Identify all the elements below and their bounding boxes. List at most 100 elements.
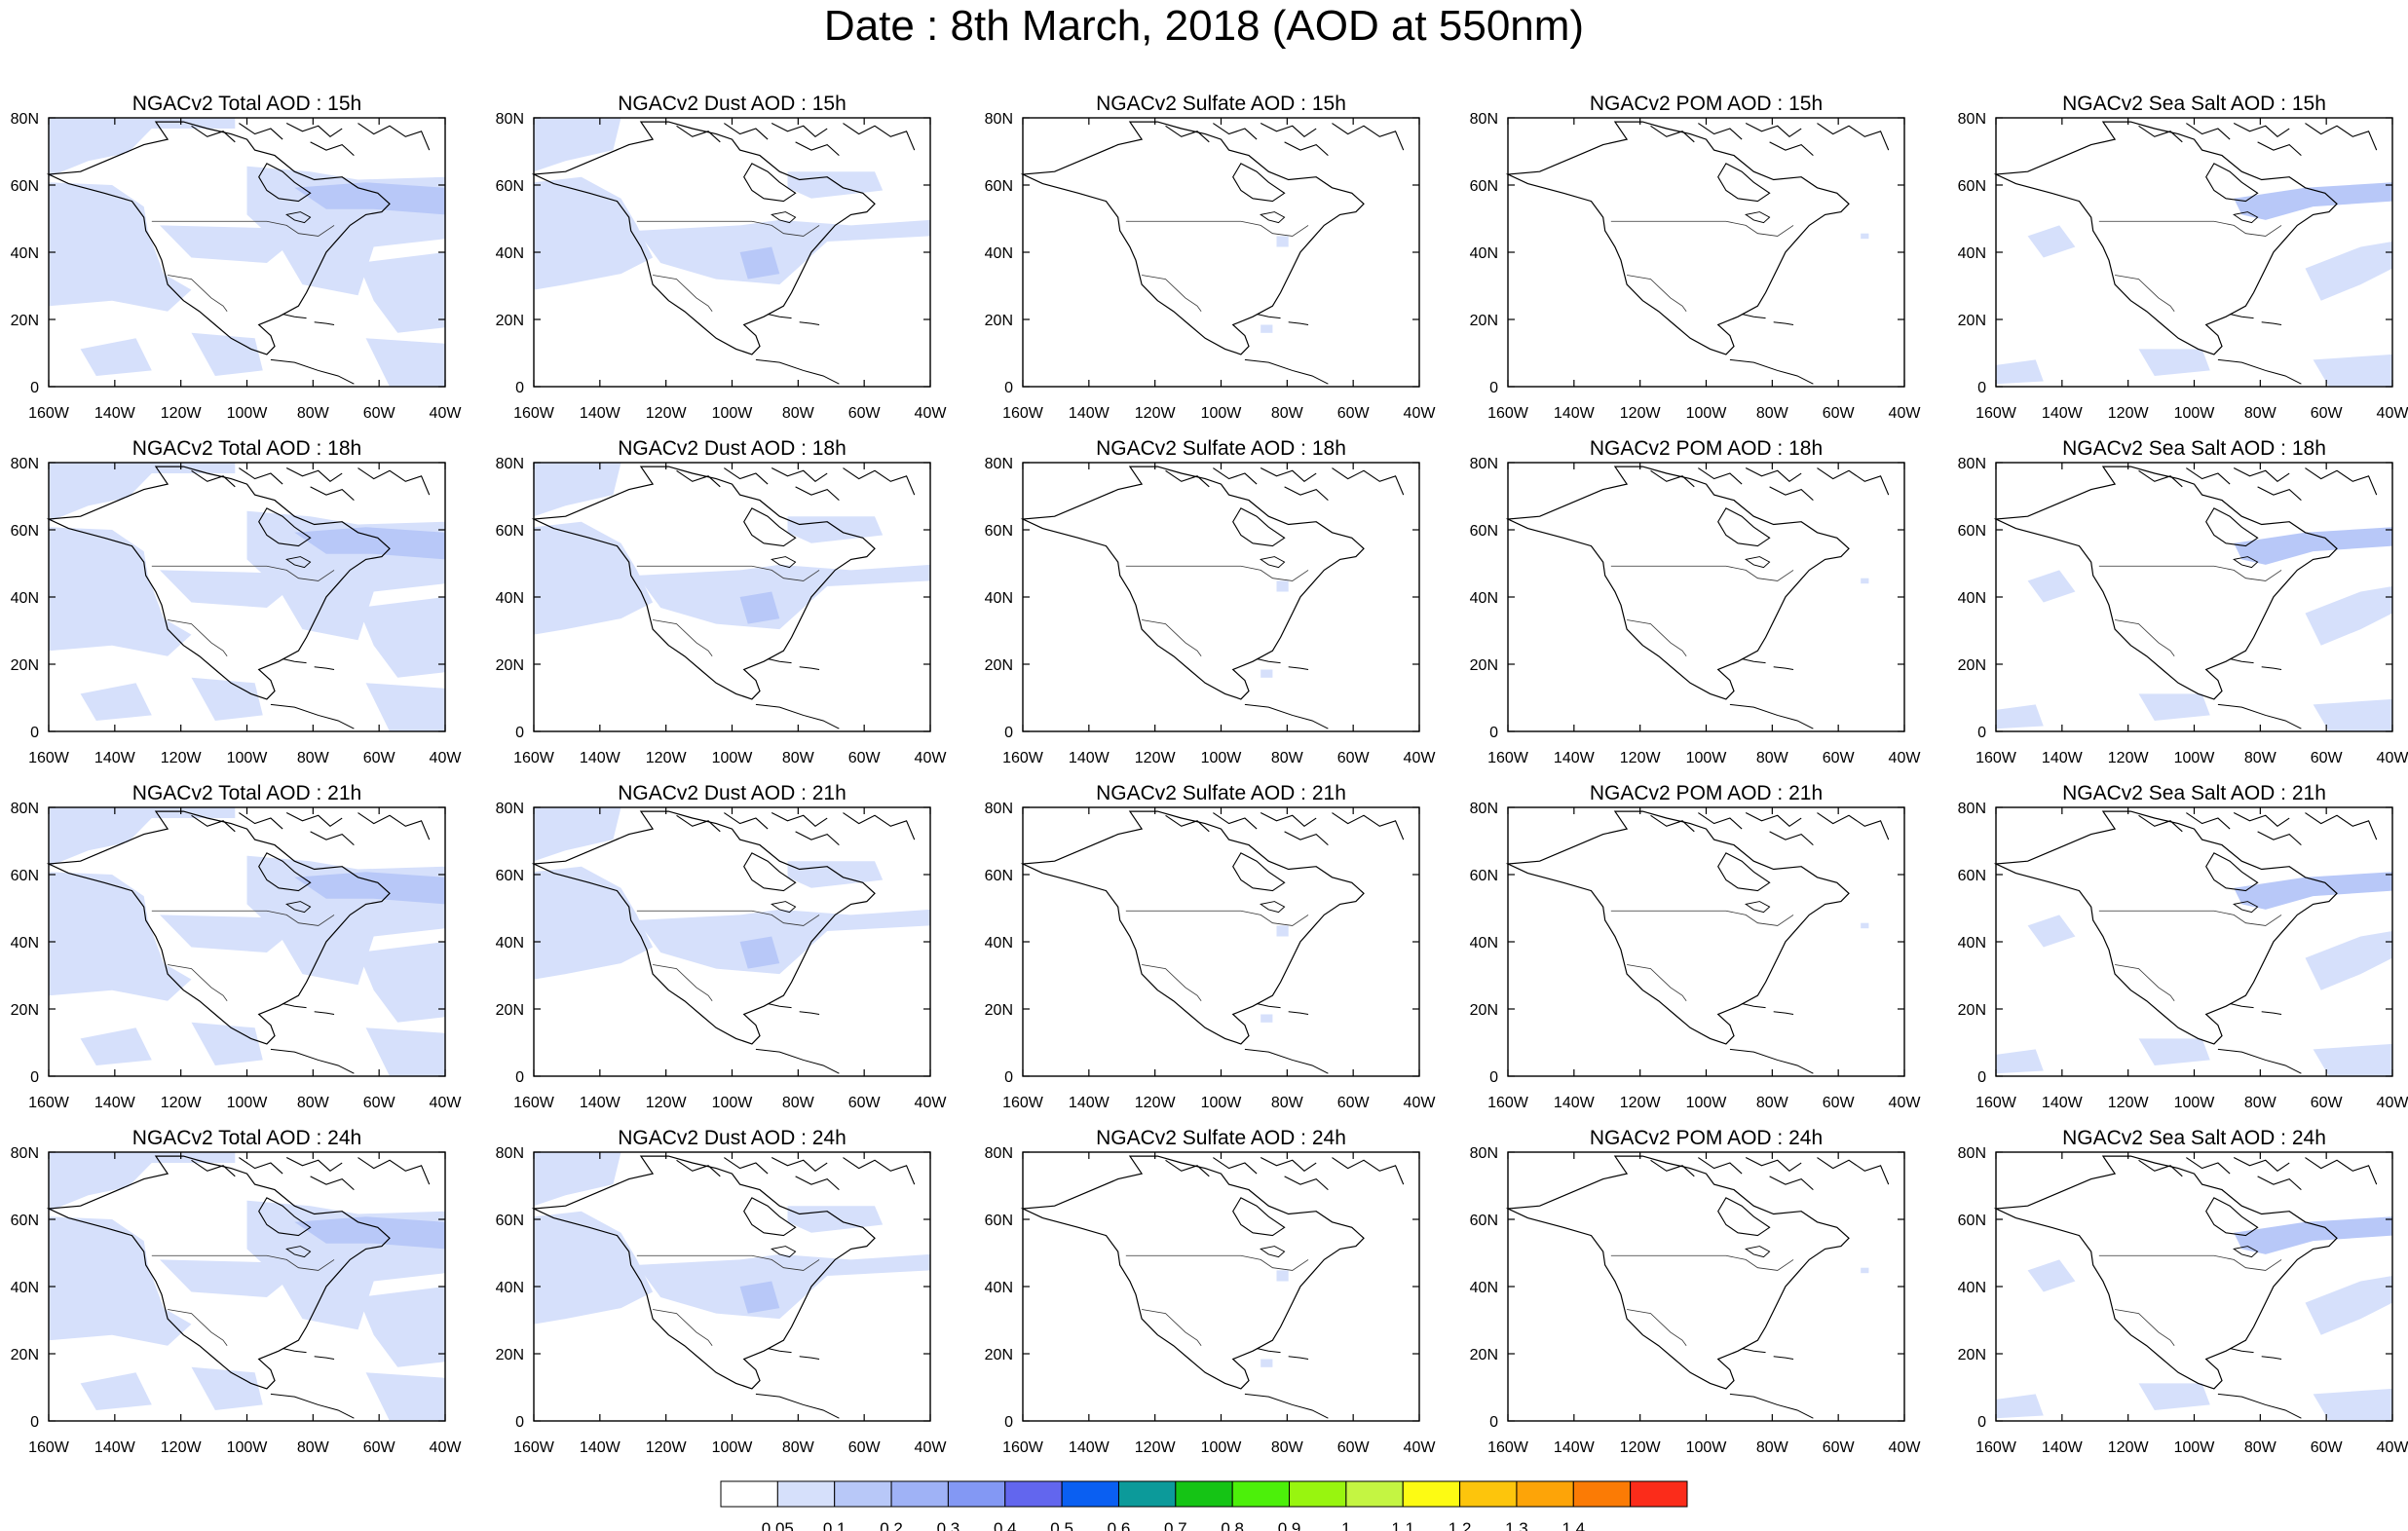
country-border — [152, 1255, 334, 1270]
x-tick-label: 160W — [28, 1439, 70, 1456]
x-tick-label: 120W — [1620, 405, 1662, 422]
y-tick-label: 0 — [1489, 380, 1498, 396]
arctic-islands — [1332, 124, 1403, 151]
aod-shading — [1260, 1014, 1273, 1023]
map-panel: NGACv2 Dust AOD : 24h 160W 140W 120W 100W 80W… — [496, 1127, 948, 1456]
x-tick-label: 100W — [2174, 750, 2216, 766]
caribbean-coast — [2230, 658, 2253, 662]
x-tick-label: 120W — [1135, 1095, 1177, 1111]
x-tick-label: 40W — [915, 1095, 948, 1111]
great-lakes-outline — [771, 211, 797, 224]
arctic-islands — [1332, 1158, 1403, 1185]
aod-shading — [739, 246, 780, 280]
x-tick-label: 100W — [712, 405, 754, 422]
x-tick-label: 140W — [1069, 750, 1110, 766]
coastline — [1505, 466, 1850, 700]
country-border — [1611, 221, 1793, 236]
map-panel: NGACv2 POM AOD : 24h 160W 140W 120W 100W 80W 6… — [1470, 1127, 1922, 1456]
arctic-islands — [1166, 126, 1210, 142]
y-tick-label: 80N — [1470, 1145, 1498, 1162]
aod-shading — [1260, 669, 1273, 678]
y-tick-label: 20N — [496, 657, 524, 674]
aod-shading — [160, 225, 287, 263]
caribbean-coast — [756, 1049, 839, 1073]
aod-shading — [1861, 578, 1869, 584]
arctic-islands — [357, 1158, 429, 1185]
x-tick-label: 160W — [28, 750, 70, 766]
y-tick-label: 60N — [496, 523, 524, 540]
country-border — [152, 911, 334, 925]
y-tick-label: 60N — [1470, 868, 1498, 884]
y-tick-label: 20N — [496, 313, 524, 329]
caribbean-coast — [271, 704, 354, 728]
y-tick-label: 40N — [985, 1280, 1013, 1296]
x-tick-label: 120W — [1620, 1439, 1662, 1456]
arctic-islands — [2258, 142, 2302, 156]
x-tick-label: 80W — [1271, 405, 1304, 422]
great-lakes-outline — [1260, 1246, 1286, 1258]
arctic-islands — [2258, 832, 2302, 845]
arctic-islands — [2305, 1158, 2376, 1185]
y-tick-label: 40N — [496, 245, 524, 262]
aod-shading — [365, 1372, 445, 1421]
aod-shading — [49, 1216, 192, 1346]
y-tick-label: 0 — [515, 1069, 524, 1086]
x-tick-label: 80W — [1271, 1095, 1304, 1111]
arctic-islands — [1260, 124, 1316, 137]
x-tick-label: 60W — [363, 1095, 396, 1111]
arctic-islands — [2305, 813, 2376, 840]
x-tick-label: 40W — [430, 405, 463, 422]
caribbean-coast — [271, 359, 354, 384]
arctic-islands — [2139, 815, 2183, 832]
arctic-islands — [2139, 126, 2183, 142]
country-border — [1142, 275, 1201, 311]
country-border — [168, 1309, 227, 1345]
x-tick-label: 120W — [2108, 750, 2150, 766]
caribbean-coast — [1742, 1003, 1765, 1007]
panel-title: NGACv2 POM AOD : 18h — [1590, 437, 1823, 460]
x-tick-label: 100W — [2174, 1095, 2216, 1111]
arctic-islands — [724, 468, 768, 485]
arctic-islands — [1332, 468, 1403, 496]
aod-shading — [2313, 1388, 2392, 1421]
coastline — [46, 121, 391, 355]
country-border — [2115, 1309, 2174, 1345]
country-border — [1627, 275, 1686, 311]
x-tick-label: 120W — [646, 405, 688, 422]
arctic-islands — [1166, 470, 1210, 487]
country-border — [1627, 1309, 1686, 1345]
hudson-bay-outline — [743, 163, 797, 203]
map-panel: NGACv2 Sea Salt AOD : 24h 160W 140W 120W 100… — [1958, 1127, 2408, 1456]
x-tick-label: 60W — [848, 750, 882, 766]
arctic-islands — [239, 124, 282, 140]
arctic-islands — [286, 1158, 342, 1172]
great-lakes-outline — [2233, 901, 2259, 914]
y-tick-label: 20N — [1958, 313, 1986, 329]
hudson-bay-outline — [1717, 852, 1771, 892]
x-tick-label: 100W — [712, 1439, 754, 1456]
y-tick-label: 40N — [985, 590, 1013, 607]
colorbar-box — [1231, 1480, 1291, 1508]
y-tick-label: 80N — [11, 111, 39, 128]
coastline — [1505, 1155, 1850, 1390]
aod-shading — [357, 252, 445, 333]
country-border — [168, 275, 227, 311]
x-tick-label: 40W — [1889, 1095, 1922, 1111]
panel-title: NGACv2 Sea Salt AOD : 18h — [2062, 437, 2326, 460]
x-tick-label: 100W — [1201, 750, 1243, 766]
x-tick-label: 140W — [94, 1095, 136, 1111]
colorbar-box — [1117, 1480, 1177, 1508]
arctic-islands — [1260, 468, 1316, 482]
x-tick-label: 40W — [430, 1439, 463, 1456]
caribbean-coast — [315, 667, 334, 670]
y-tick-label: 20N — [985, 313, 1013, 329]
panel-title: NGACv2 Sulfate AOD : 24h — [1096, 1127, 1346, 1149]
arctic-islands — [843, 813, 914, 840]
country-border — [2099, 1255, 2281, 1270]
y-tick-label: 20N — [11, 657, 39, 674]
y-tick-label: 60N — [1958, 868, 1986, 884]
panel-title: NGACv2 Dust AOD : 24h — [618, 1127, 847, 1149]
arctic-islands — [239, 813, 282, 830]
x-tick-label: 40W — [2377, 750, 2408, 766]
x-tick-label: 160W — [513, 750, 555, 766]
